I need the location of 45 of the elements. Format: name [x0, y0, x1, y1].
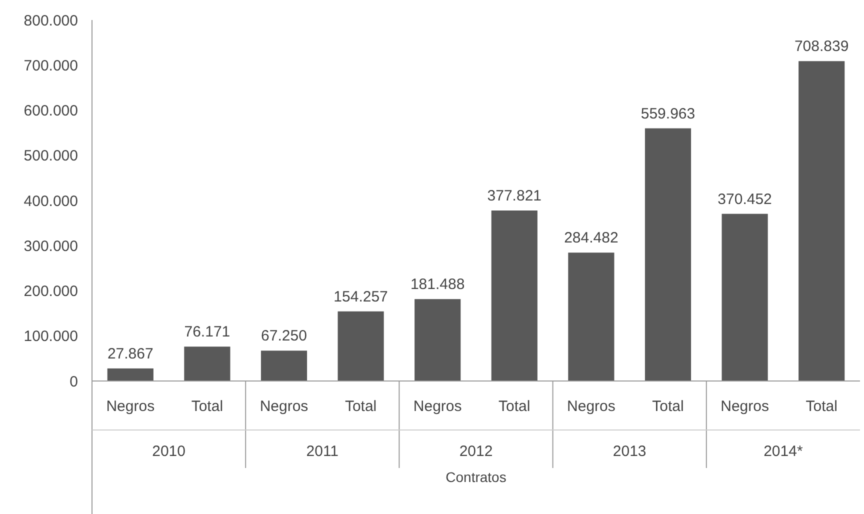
data-label: 377.821: [487, 188, 542, 205]
data-label: 708.839: [794, 38, 849, 56]
x-tick-label: Negros: [260, 398, 308, 415]
text: 2013: [612, 443, 646, 460]
bar: [798, 61, 845, 381]
data-label: 27.867: [107, 345, 154, 362]
text: 2011: [306, 443, 339, 460]
bar: [568, 252, 614, 381]
x-tick-label: Negros: [413, 398, 462, 415]
y-tick-label: 200.000: [24, 283, 78, 300]
data-label: 284.482: [564, 230, 618, 247]
x-tick-label: Total: [344, 398, 377, 415]
x-tick-label: Total: [806, 398, 838, 415]
y-tick-label: 400.000: [24, 192, 78, 210]
bar: [184, 346, 230, 381]
data-label: 559.963: [640, 105, 696, 122]
y-tick-label: 500.000: [24, 148, 78, 165]
bar: [338, 311, 384, 381]
bar: [491, 210, 538, 381]
x-tick-label: Total: [652, 398, 684, 415]
y-tick-label: 800.000: [24, 12, 78, 30]
bar: [260, 350, 308, 381]
x-tick-label: Negros: [720, 398, 769, 415]
data-label: 370.452: [718, 190, 772, 208]
data-label: 76.171: [184, 324, 230, 341]
data-label: 181.488: [410, 276, 465, 294]
text: 2012: [459, 443, 493, 460]
bar: [107, 368, 154, 381]
x-tick-label: Total: [191, 398, 224, 415]
data-label: 67.250: [261, 328, 307, 345]
y-tick-label: 100.000: [24, 328, 78, 346]
x-tick-label: Negros: [567, 398, 616, 415]
y-tick-label: 700.000: [24, 57, 78, 74]
x-tick-label: Negros: [106, 398, 155, 415]
x-axis-title: Contratos: [446, 469, 506, 485]
y-tick-label: 0: [70, 373, 78, 390]
bar: [722, 214, 768, 381]
data-label: 154.257: [334, 288, 388, 306]
x-tick-label: Total: [498, 398, 530, 415]
bar: [644, 128, 692, 381]
y-tick-label: 600.000: [24, 102, 78, 120]
y-tick-label: 300.000: [24, 238, 78, 255]
text: 2010: [152, 443, 186, 460]
bar: [414, 299, 461, 381]
text: 2014*: [764, 443, 803, 460]
